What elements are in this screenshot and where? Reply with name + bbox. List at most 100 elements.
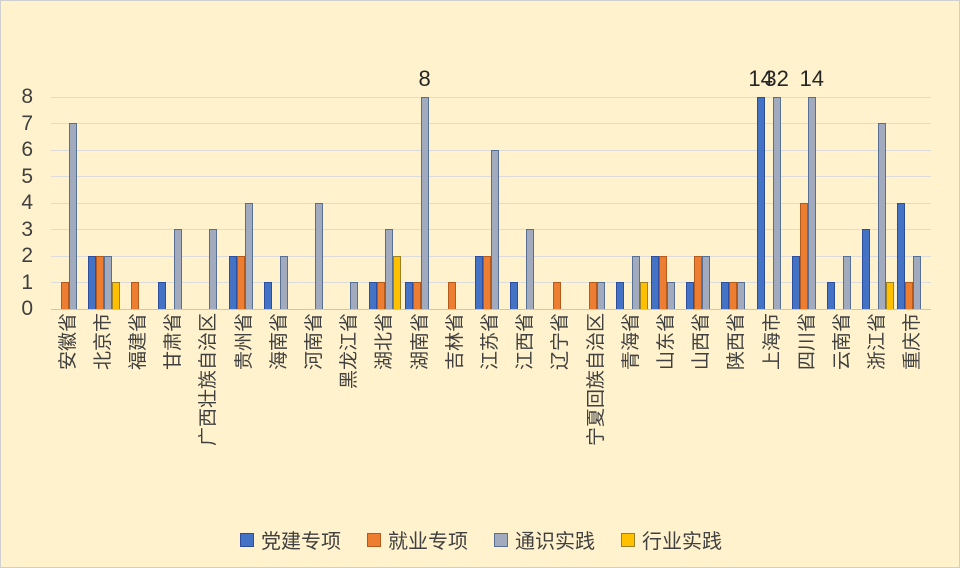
x-category-label: 福建省 xyxy=(128,313,149,371)
legend-item: 行业实践 xyxy=(621,525,722,554)
bar xyxy=(209,229,218,309)
bar xyxy=(772,97,781,309)
y-tick-label: 6 xyxy=(21,138,33,161)
bar xyxy=(377,282,386,309)
x-category-cell: 黑龙江省 xyxy=(333,313,368,513)
x-category-label: 山东省 xyxy=(656,313,678,371)
bar xyxy=(694,256,703,309)
bar xyxy=(791,256,800,309)
x-category-label: 四川省 xyxy=(796,313,818,371)
x-category-cell: 江苏省 xyxy=(473,313,508,513)
legend-swatch xyxy=(367,532,381,547)
gridline xyxy=(51,123,931,124)
bar xyxy=(721,282,730,309)
x-category-label: 海南省 xyxy=(268,313,290,371)
bar xyxy=(526,229,535,309)
bar xyxy=(350,282,359,309)
x-category-label: 云南省 xyxy=(832,313,854,371)
y-tick-label: 4 xyxy=(21,191,33,214)
x-category-cell: 陕西省 xyxy=(720,313,755,513)
x-category-cell: 海南省 xyxy=(262,313,297,513)
x-category-label: 重庆市 xyxy=(902,313,924,371)
bar xyxy=(897,203,906,309)
bar xyxy=(447,282,456,309)
x-category-label: 山西省 xyxy=(691,313,713,371)
bar xyxy=(236,256,245,309)
bar xyxy=(412,282,421,309)
x-category-label: 宁夏回族自治区 xyxy=(585,313,607,447)
x-category-cell: 山西省 xyxy=(685,313,720,513)
x-category-cell: 宁夏回族自治区 xyxy=(579,313,614,513)
bar xyxy=(553,282,562,309)
x-category-label: 青海省 xyxy=(620,313,642,371)
bar xyxy=(404,282,413,309)
bar xyxy=(483,256,491,309)
x-category-label: 广西壮族自治区 xyxy=(198,313,220,447)
bar xyxy=(158,282,167,309)
x-category-cell: 浙江省 xyxy=(861,313,896,513)
bar xyxy=(385,229,394,309)
bar xyxy=(475,256,483,309)
bar xyxy=(510,282,519,309)
bar xyxy=(369,282,378,309)
x-category-cell: 青海省 xyxy=(614,313,649,513)
bar xyxy=(702,256,711,309)
bar xyxy=(615,282,624,309)
x-category-label: 江苏省 xyxy=(480,313,502,371)
x-category-label: 贵州省 xyxy=(233,313,255,371)
bar xyxy=(737,282,746,309)
plot-area: 8 14 32 14 xyxy=(51,66,931,310)
x-category-label: 黑龙江省 xyxy=(339,313,361,390)
bar xyxy=(631,256,640,309)
x-category-cell: 辽宁省 xyxy=(544,313,579,513)
bar xyxy=(131,282,139,309)
bar xyxy=(393,256,402,309)
x-category-cell: 北京市 xyxy=(86,313,121,513)
x-category-cell: 甘肃省 xyxy=(157,313,192,513)
legend-swatch xyxy=(240,532,254,547)
x-category-label: 浙江省 xyxy=(867,313,889,371)
bar xyxy=(667,282,675,309)
bar xyxy=(913,256,922,309)
x-category-label: 江西省 xyxy=(515,313,537,371)
legend-label: 党建专项 xyxy=(261,531,341,553)
bar xyxy=(111,282,120,309)
bar xyxy=(588,282,597,309)
y-tick-label: 7 xyxy=(21,111,33,135)
x-category-label: 吉林省 xyxy=(444,313,466,371)
bar xyxy=(596,282,605,309)
bar xyxy=(905,282,914,309)
data-label: 32 xyxy=(764,66,789,91)
bar xyxy=(263,282,272,309)
x-category-cell: 上海市 xyxy=(755,313,790,513)
x-category-label: 辽宁省 xyxy=(550,313,572,371)
bar xyxy=(651,256,659,309)
x-category-cell: 湖南省 xyxy=(403,313,438,513)
y-tick-label: 8 xyxy=(21,85,33,108)
legend-item: 就业专项 xyxy=(367,525,468,554)
x-category-cell: 重庆市 xyxy=(896,313,931,513)
legend-item: 党建专项 xyxy=(240,525,341,554)
x-category-label: 上海市 xyxy=(761,313,783,371)
gridline xyxy=(51,96,931,98)
bar xyxy=(756,97,765,309)
bar xyxy=(103,256,112,309)
legend-item: 通识实践 xyxy=(494,525,595,554)
y-tick-label: 0 xyxy=(21,297,33,320)
bar xyxy=(729,282,738,309)
x-category-cell: 云南省 xyxy=(825,313,860,513)
bar xyxy=(95,256,104,309)
bar xyxy=(420,97,429,309)
x-category-label: 甘肃省 xyxy=(163,313,185,371)
bar xyxy=(799,203,808,309)
bar xyxy=(68,123,77,309)
bar xyxy=(244,203,253,309)
x-category-label: 河南省 xyxy=(304,313,326,371)
x-category-cell: 江西省 xyxy=(509,313,544,513)
y-tick-label: 5 xyxy=(21,164,33,188)
bar xyxy=(862,229,871,309)
y-tick-label: 2 xyxy=(21,244,33,267)
bar xyxy=(174,229,183,309)
data-label: 14 xyxy=(748,66,773,91)
